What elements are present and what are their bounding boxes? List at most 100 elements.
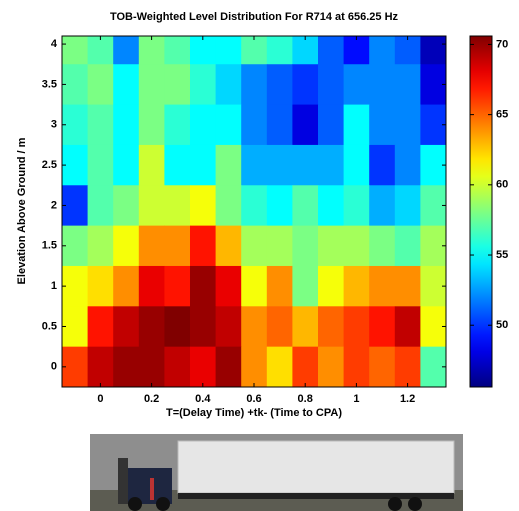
heatmap-cell <box>62 225 89 267</box>
heatmap-cell <box>190 346 217 387</box>
heatmap-cell <box>343 64 370 106</box>
heatmap-cell <box>138 265 165 307</box>
heatmap-cell <box>343 36 370 65</box>
colorbar-tick-label: 60 <box>496 179 508 191</box>
heatmap-cells <box>62 36 446 387</box>
heatmap-cell <box>394 265 421 307</box>
heatmap-cell <box>292 144 319 186</box>
y-tick-label: 3 <box>51 119 57 131</box>
heatmap-cell <box>241 36 268 65</box>
heatmap-cell <box>62 36 89 65</box>
heatmap-cell <box>369 144 396 186</box>
x-tick-label: 1.2 <box>400 393 415 405</box>
heatmap-cell <box>394 185 421 227</box>
x-tick-label: 0 <box>97 393 103 405</box>
heatmap-cell <box>292 346 319 387</box>
chart-title: TOB-Weighted Level Distribution For R714… <box>110 11 399 23</box>
heatmap-cell <box>343 265 370 307</box>
heatmap-cell <box>241 225 268 267</box>
photo-wheel <box>408 497 422 511</box>
heatmap-cell <box>318 346 345 387</box>
colorbar <box>469 35 493 388</box>
heatmap-cell <box>215 144 242 186</box>
heatmap-cell <box>87 265 114 307</box>
heatmap-cell <box>394 36 421 65</box>
heatmap-cell <box>215 36 242 65</box>
colorbar-tick-label: 50 <box>496 319 508 331</box>
heatmap-cell <box>87 346 114 387</box>
heatmap-cell <box>87 144 114 186</box>
photo-person <box>150 478 154 500</box>
heatmap-cell <box>190 104 217 146</box>
heatmap-cell <box>266 306 293 348</box>
heatmap-cell <box>266 36 293 65</box>
x-tick-label: 0.2 <box>144 393 159 405</box>
heatmap-cell <box>343 346 370 387</box>
heatmap-cell <box>138 64 165 106</box>
colorbar-tick-label: 55 <box>496 249 508 261</box>
heatmap-cell <box>420 346 446 387</box>
heatmap-cell <box>266 225 293 267</box>
heatmap-cell <box>241 104 268 146</box>
heatmap-cell <box>343 104 370 146</box>
heatmap-cell <box>138 36 165 65</box>
photo-stack <box>118 458 128 504</box>
heatmap-cell <box>369 64 396 106</box>
heatmap-cell <box>87 306 114 348</box>
heatmap-cell <box>215 346 242 387</box>
heatmap-cell <box>420 104 446 146</box>
heatmap-cell <box>292 104 319 146</box>
heatmap-cell <box>138 104 165 146</box>
y-tick-label: 0 <box>51 361 57 373</box>
heatmap-cell <box>190 144 217 186</box>
heatmap-cell <box>318 225 345 267</box>
heatmap-cell <box>113 346 140 387</box>
y-tick-label: 0.5 <box>42 320 57 332</box>
heatmap-cell <box>164 265 191 307</box>
heatmap-cell <box>190 36 217 65</box>
colorbar-tick-label: 65 <box>496 109 508 121</box>
heatmap-cell <box>266 185 293 227</box>
heatmap-cell <box>318 265 345 307</box>
heatmap-cell <box>113 306 140 348</box>
heatmap-cell <box>420 36 446 65</box>
heatmap-cell <box>343 306 370 348</box>
heatmap-cell <box>318 64 345 106</box>
heatmap-cell <box>138 225 165 267</box>
x-tick-label: 0.8 <box>298 393 313 405</box>
heatmap-cell <box>420 144 446 186</box>
x-axis-label: T=(Delay Time) +tk- (Time to CPA) <box>166 407 342 419</box>
heatmap-cell <box>420 225 446 267</box>
heatmap-cell <box>394 104 421 146</box>
heatmap-cell <box>394 346 421 387</box>
heatmap-cell <box>190 225 217 267</box>
heatmap-cell <box>241 185 268 227</box>
heatmap-cell <box>241 144 268 186</box>
heatmap-cell <box>138 144 165 186</box>
heatmap-cell <box>62 185 89 227</box>
heatmap-cell <box>87 36 114 65</box>
heatmap-cell <box>292 36 319 65</box>
colorbar-tick-label: 70 <box>496 38 508 50</box>
heatmap-cell <box>62 104 89 146</box>
x-tick-label: 1 <box>353 393 359 405</box>
heatmap-cell <box>292 265 319 307</box>
heatmap-cell <box>318 306 345 348</box>
heatmap-cell <box>87 104 114 146</box>
heatmap-cell <box>394 64 421 106</box>
heatmap-cell <box>420 265 446 307</box>
heatmap-cell <box>190 185 217 227</box>
heatmap-cell <box>343 185 370 227</box>
heatmap-cell <box>292 64 319 106</box>
heatmap-cell <box>318 36 345 65</box>
heatmap-cell <box>62 144 89 186</box>
heatmap-cell <box>241 306 268 348</box>
y-tick-label: 1.5 <box>42 240 57 252</box>
heatmap-cell <box>292 185 319 227</box>
y-tick-label: 4 <box>51 38 58 50</box>
heatmap-cell <box>164 64 191 106</box>
heatmap-cell <box>241 64 268 106</box>
heatmap-cell <box>394 144 421 186</box>
heatmap-cell <box>164 306 191 348</box>
